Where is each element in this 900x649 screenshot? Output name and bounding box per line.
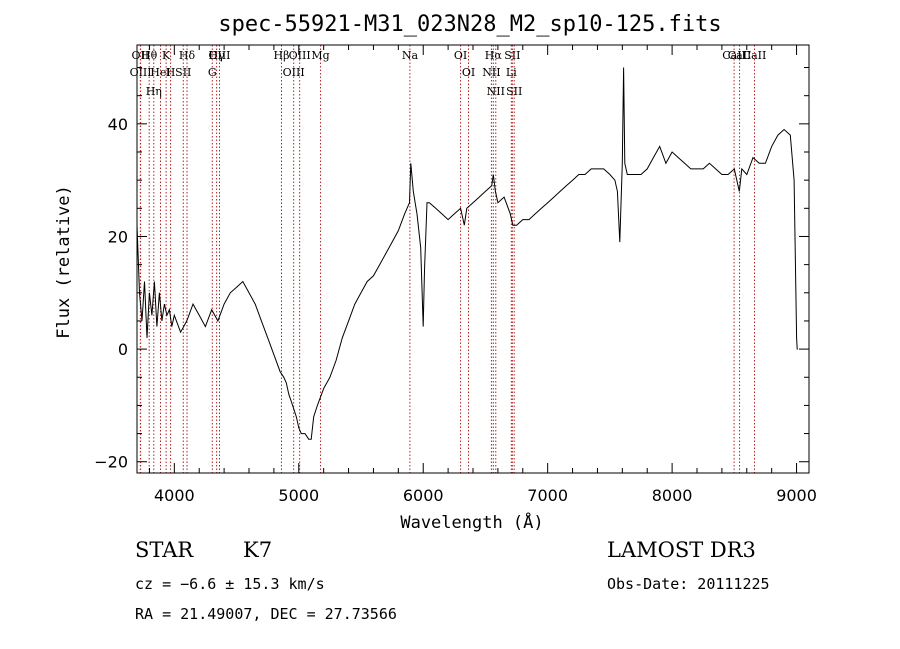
emission-line-label: SII (506, 85, 522, 98)
emission-line-label: CaII (728, 49, 752, 62)
emission-line-label: K (162, 49, 171, 62)
emission-line-label: SII (504, 49, 520, 62)
emission-line-label: OIII (130, 66, 152, 79)
emission-line-label: HeI (150, 66, 170, 79)
x-tick-label: 9000 (776, 486, 817, 505)
emission-line-label: NII (482, 66, 500, 79)
emission-line-label: OI (462, 66, 475, 79)
emission-line-label: H (166, 66, 176, 79)
emission-line-label: Hβ (274, 49, 290, 62)
x-tick-label: 5000 (278, 486, 319, 505)
y-tick-label: −20 (94, 453, 128, 472)
emission-line-label: Hγ (209, 49, 226, 62)
emission-line-label: Hθ (141, 49, 158, 62)
plot-frame (136, 44, 810, 474)
y-tick-label: 40 (108, 115, 128, 134)
emission-line-label: OIII (208, 49, 230, 62)
emission-line-label: G (208, 66, 217, 79)
observation-date: Obs-Date: 20111225 (607, 575, 770, 593)
emission-line-label: Mg (311, 49, 329, 62)
emission-line-label: Li (506, 66, 517, 79)
spectrum-line (136, 67, 798, 440)
emission-line-label: NII (487, 85, 505, 98)
emission-line-label: OIII (283, 66, 305, 79)
object-class: STAR (135, 538, 194, 562)
x-tick-label: 8000 (652, 486, 693, 505)
emission-line-markers (139, 45, 755, 473)
emission-line-label: SII (175, 66, 191, 79)
y-tick-label: 20 (108, 227, 128, 246)
emission-line-label: Hη (146, 85, 162, 98)
x-tick-label: 7000 (527, 486, 568, 505)
emission-line-label: Hδ (179, 49, 196, 62)
x-tick-label: 4000 (154, 486, 195, 505)
emission-line-label: OI (454, 49, 467, 62)
emission-line-label: Hα (485, 49, 503, 62)
emission-line-label: Na (402, 49, 419, 62)
survey-name: LAMOST DR3 (607, 538, 756, 562)
emission-line-label: CaII (722, 49, 746, 62)
x-tick-label: 6000 (403, 486, 444, 505)
emission-line-label: CaII (743, 49, 767, 62)
emission-line-label: OII (132, 49, 150, 62)
redshift-cz: cz = −6.6 ± 15.3 km/s (135, 575, 325, 593)
y-axis-label: Flux (relative) (54, 185, 74, 339)
x-axis-label: Wavelength (Å) (400, 511, 543, 533)
y-tick-label: 0 (118, 340, 128, 359)
coordinates: RA = 21.49007, DEC = 27.73566 (135, 605, 397, 623)
object-subclass: K7 (243, 538, 272, 562)
chart-title: spec-55921-M31_023N28_M2_sp10-125.fits (218, 12, 721, 37)
emission-line-label: OIII (289, 49, 311, 62)
axis-ticks: 4000 5000 6000 7000 8000 9000 −20 0 20 40 (94, 45, 817, 505)
